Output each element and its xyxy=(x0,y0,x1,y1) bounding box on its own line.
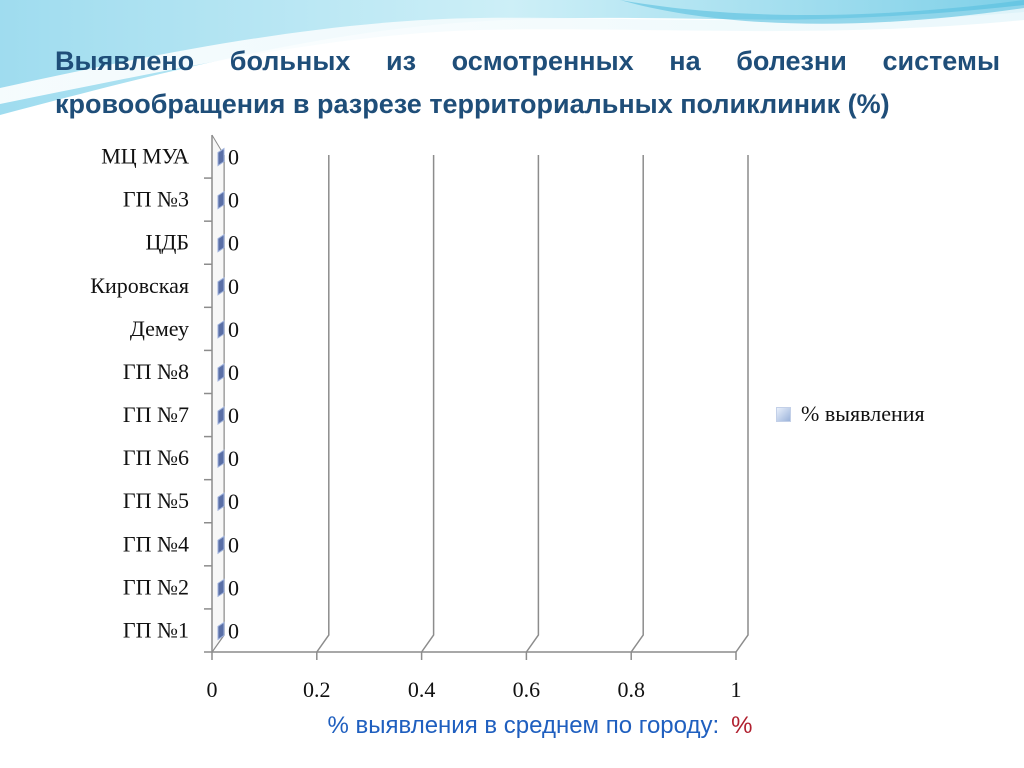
category-label: ГП №5 xyxy=(123,488,189,513)
category-label: ГП №6 xyxy=(123,445,189,470)
category-label: ЦДБ xyxy=(145,230,189,255)
x-tick-label: 0.4 xyxy=(408,677,436,702)
data-label: 0 xyxy=(228,618,239,643)
category-label: Демеу xyxy=(130,316,189,341)
bar xyxy=(217,406,225,425)
bar xyxy=(217,535,225,555)
bar xyxy=(217,621,225,641)
gridline xyxy=(316,155,330,653)
data-label: 0 xyxy=(228,360,239,385)
legend-label: % выявления xyxy=(801,401,925,426)
legend-swatch xyxy=(776,406,791,422)
bar xyxy=(217,319,225,339)
category-label: ГП №4 xyxy=(123,531,189,556)
data-label: 0 xyxy=(228,403,239,428)
category-label: ГП №1 xyxy=(123,617,189,642)
data-label: 0 xyxy=(228,575,239,600)
gridline xyxy=(630,155,644,653)
category-label: Кировская xyxy=(90,273,189,298)
bar xyxy=(217,492,225,512)
average-label: % выявления в среднем по городу: xyxy=(327,712,720,739)
x-tick-label: 0.8 xyxy=(617,677,645,702)
category-label: ГП №7 xyxy=(123,402,189,427)
data-label: 0 xyxy=(228,532,239,557)
x-tick-label: 0.6 xyxy=(513,677,541,702)
data-label: 0 xyxy=(228,446,239,471)
data-label: 0 xyxy=(228,317,239,342)
average-footer: % выявления в среднем по городу:% xyxy=(0,712,1024,740)
chart-legend: % выявления xyxy=(776,401,925,427)
gridline xyxy=(420,155,435,653)
x-tick-label: 1 xyxy=(731,677,742,702)
bar xyxy=(217,233,225,253)
data-label: 0 xyxy=(228,231,239,256)
bar xyxy=(217,363,225,382)
x-tick-label: 0.2 xyxy=(303,677,331,702)
data-label: 0 xyxy=(228,188,239,213)
category-label: МЦ МУА xyxy=(101,144,189,169)
category-label: ГП №3 xyxy=(123,187,189,212)
bar xyxy=(217,190,225,210)
bar xyxy=(217,449,225,469)
data-label: 0 xyxy=(228,274,239,299)
gridline xyxy=(525,155,540,653)
category-label: ГП №2 xyxy=(123,574,189,599)
gridline xyxy=(735,155,749,653)
bar xyxy=(217,276,225,296)
bar xyxy=(217,147,225,167)
data-label: 0 xyxy=(228,145,239,170)
data-label: 0 xyxy=(228,489,239,514)
category-label: ГП №8 xyxy=(123,359,189,384)
x-tick-label: 0 xyxy=(207,677,218,702)
average-unit: % xyxy=(731,712,753,739)
bar xyxy=(217,578,225,598)
left-wall xyxy=(211,134,225,653)
slide-title: Выявлено больных из осмотренных на болез… xyxy=(55,46,1000,119)
